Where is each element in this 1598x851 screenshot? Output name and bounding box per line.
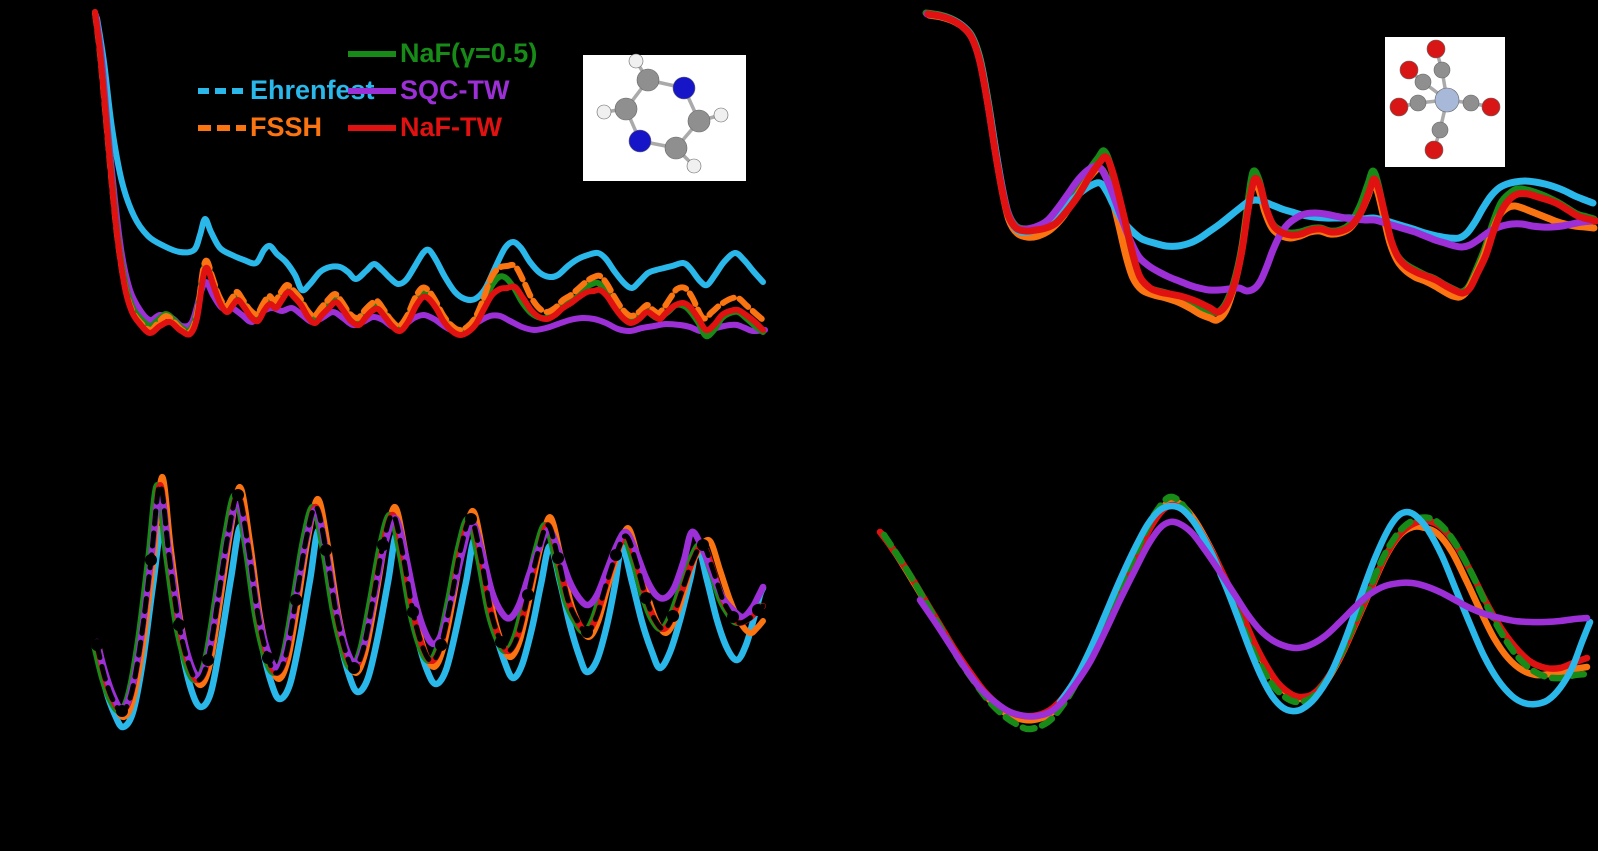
legend-entry-naf: NaF(γ=0.5) [348,40,537,67]
pyrazine-molecule-image [583,53,746,181]
bottom-left-exact-marker [752,604,764,616]
bottom-left-exact-marker [91,639,103,651]
legend-entry-sqc: SQC-TW [348,77,509,104]
bottom-left-exact-marker [202,654,214,666]
top-right-sqc-curve [923,10,1596,295]
bottom-left-exact-marker [116,705,128,717]
bottom-left-exact-marker [377,539,389,551]
legend-swatch-sqc-line [348,87,396,94]
legend-label-fssh: FSSH [250,112,323,142]
legend-swatch-naftw-line [348,124,396,131]
legend-swatch-ehrenfest-line [198,87,246,94]
bottom-left-exact-marker [522,589,534,601]
bottom-left-exact-marker [610,549,622,561]
legend-entry-fssh: FSSH [198,114,322,141]
top-right-naftw-curve [924,10,1598,316]
bottom-left-exact-marker [290,594,302,606]
bottom-left-exact-marker [262,652,274,664]
bottom-left-exact-marker [320,544,332,556]
bottom-left-exact-marker [727,611,739,623]
legend-label-sqc: SQC-TW [400,75,510,105]
bottom-left-exact-marker [495,636,507,648]
legend-swatch-fssh-line [198,124,246,131]
bottom-left-exact-marker [232,489,244,501]
iron-pentacarbonyl-molecule-image [1385,37,1505,167]
legend-entry-naftw: NaF-TW [348,114,502,141]
bottom-left-exact-marker [173,619,185,631]
bottom-left-exact-marker [348,662,360,674]
bottom-right-ehrenfest-curve [1056,502,1594,715]
legend-label-naf: NaF(γ=0.5) [400,38,538,68]
bottom-left-exact-marker [407,606,419,618]
top-left-ehrenfest-curve [94,15,766,304]
bottom-left-exact-marker [640,592,652,604]
bottom-left-exact-marker [435,639,447,651]
bottom-left-exact-marker [667,610,679,622]
bottom-left-exact-marker [581,626,593,638]
legend-swatch-naf-line [348,50,396,57]
bottom-left-exact-curve [94,482,766,714]
bottom-left-exact-marker [552,552,564,564]
legend-label-naftw: NaF-TW [400,112,502,142]
bottom-left-exact-marker [697,539,709,551]
bottom-left-exact-marker [465,513,477,525]
top-left-naftw-curve [92,9,766,339]
bottom-left-exact-marker [145,554,157,566]
bottom-right-sqc-curve [916,518,1591,720]
bottom-left-ehrenfest-curve [94,522,767,731]
